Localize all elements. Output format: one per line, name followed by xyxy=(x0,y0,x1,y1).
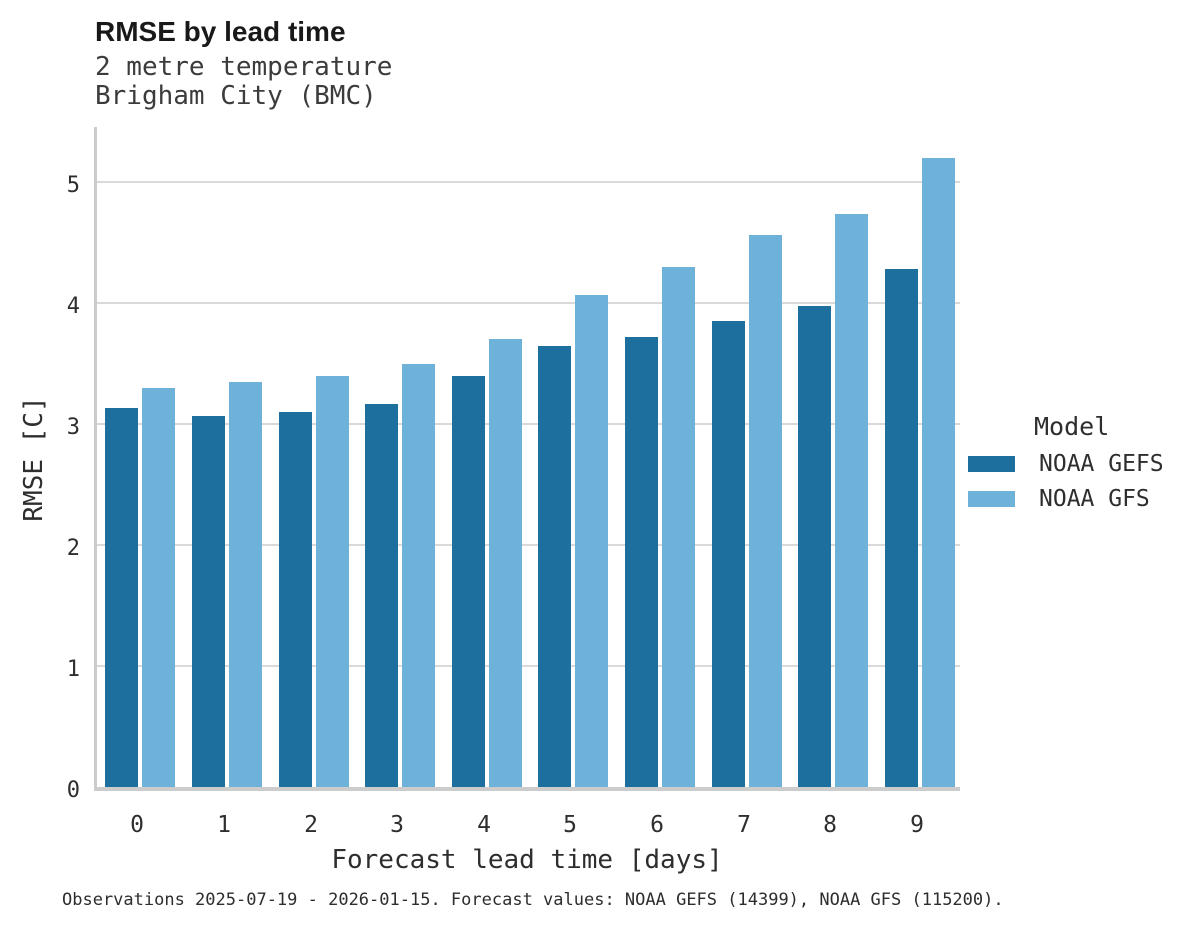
y-tick-4: 4 xyxy=(66,294,80,319)
legend-item-noaa-gefs: NOAA GEFS xyxy=(968,451,1193,477)
x-tick-0: 0 xyxy=(130,812,144,838)
legend-swatch-icon xyxy=(968,491,1015,507)
plot-area xyxy=(94,127,960,791)
y-tick-5: 5 xyxy=(66,173,80,198)
chart-subtitle-station: Brigham City (BMC) xyxy=(95,81,377,111)
x-tick-1: 1 xyxy=(217,812,231,838)
x-tick-3: 3 xyxy=(390,812,404,838)
bar-noaa-gfs-lead-6 xyxy=(662,267,695,787)
x-tick-8: 8 xyxy=(823,812,837,838)
legend: Model NOAA GEFS NOAA GFS xyxy=(968,412,1193,523)
legend-items: NOAA GEFS NOAA GFS xyxy=(968,451,1193,512)
bar-noaa-gfs-lead-4 xyxy=(489,339,522,787)
bar-noaa-gefs-lead-4 xyxy=(452,376,485,787)
gridline-y-5 xyxy=(97,181,960,184)
chart-title: RMSE by lead time xyxy=(95,16,346,47)
x-tick-6: 6 xyxy=(650,812,664,838)
bar-noaa-gfs-lead-8 xyxy=(835,214,868,787)
gridline-y-2 xyxy=(97,544,960,547)
y-tick-0: 0 xyxy=(66,778,80,803)
x-tick-5: 5 xyxy=(563,812,577,838)
bar-noaa-gefs-lead-7 xyxy=(712,321,745,787)
bar-noaa-gfs-lead-3 xyxy=(402,364,435,787)
x-tick-9: 9 xyxy=(910,812,924,838)
legend-label: NOAA GFS xyxy=(1039,486,1150,512)
bar-noaa-gefs-lead-5 xyxy=(538,346,571,787)
bar-noaa-gfs-lead-9 xyxy=(922,158,955,787)
x-axis-title: Forecast lead time [days] xyxy=(331,845,723,875)
gridline-y-4 xyxy=(97,302,960,305)
legend-swatch-icon xyxy=(968,456,1015,472)
bar-noaa-gfs-lead-5 xyxy=(575,295,608,787)
bar-noaa-gefs-lead-1 xyxy=(192,416,225,787)
bar-noaa-gefs-lead-6 xyxy=(625,337,658,787)
bar-noaa-gefs-lead-2 xyxy=(279,412,312,787)
gridline-y-1 xyxy=(97,665,960,668)
y-tick-3: 3 xyxy=(66,415,80,440)
chart-subtitle-variable: 2 metre temperature xyxy=(95,52,393,82)
legend-title: Model xyxy=(1034,412,1110,441)
x-tick-2: 2 xyxy=(304,812,318,838)
bar-noaa-gfs-lead-2 xyxy=(316,376,349,787)
y-tick-1: 1 xyxy=(66,657,80,682)
bar-noaa-gfs-lead-1 xyxy=(229,382,262,787)
y-tick-2: 2 xyxy=(66,536,80,561)
bar-noaa-gefs-lead-3 xyxy=(365,404,398,787)
x-tick-7: 7 xyxy=(737,812,751,838)
x-tick-4: 4 xyxy=(477,812,491,838)
gridline-y-3 xyxy=(97,423,960,426)
legend-item-noaa-gfs: NOAA GFS xyxy=(968,486,1193,512)
bar-noaa-gfs-lead-0 xyxy=(142,388,175,787)
y-axis-title: RMSE [C] xyxy=(19,396,49,522)
footnote: Observations 2025-07-19 - 2026-01-15. Fo… xyxy=(62,890,1004,910)
bar-noaa-gefs-lead-9 xyxy=(885,269,918,787)
legend-label: NOAA GEFS xyxy=(1039,451,1164,477)
bar-noaa-gefs-lead-0 xyxy=(105,408,138,787)
bar-noaa-gfs-lead-7 xyxy=(749,235,782,787)
bar-noaa-gefs-lead-8 xyxy=(798,306,831,787)
